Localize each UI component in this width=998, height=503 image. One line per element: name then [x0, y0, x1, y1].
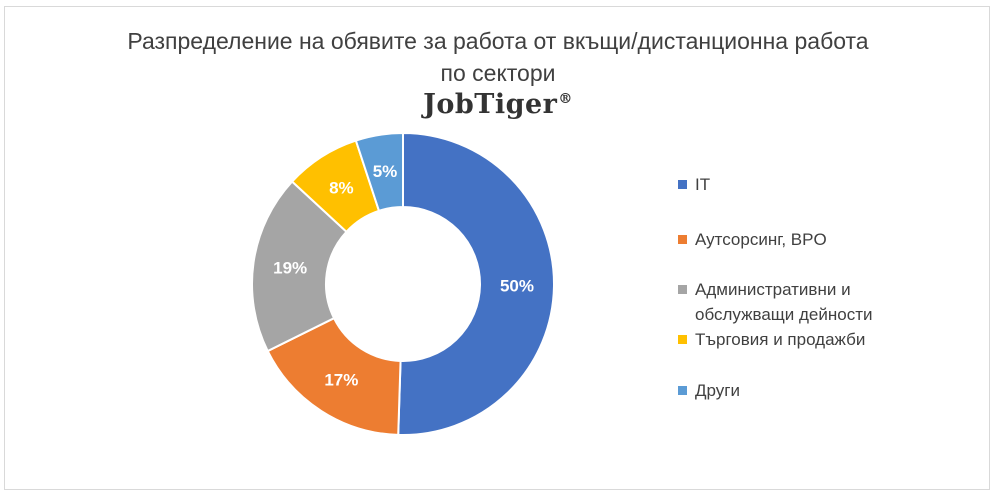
- data-label-outsourcing: 17%: [324, 370, 358, 389]
- donut-slice-it: [397, 131, 555, 436]
- legend-item-sales: Търговия и продажби: [678, 327, 935, 352]
- donut-slice-administrative: [251, 180, 348, 353]
- chart-title-line-2: по сектори: [440, 60, 556, 86]
- chart-title: Разпределение на обявите за работа от вк…: [5, 25, 991, 89]
- legend-item-outsourcing: Аутсорсинг, BPO: [678, 227, 935, 252]
- legend-label-administrative: Административни и обслужващи дейности: [695, 280, 873, 324]
- chart-area: Разпределение на обявите за работа от вк…: [4, 6, 990, 490]
- chart-title-line-1: Разпределение на обявите за работа от вк…: [127, 28, 869, 54]
- donut-data-labels: 50% 17% 19% 8% 5%: [273, 162, 534, 389]
- donut-slice-other: [354, 131, 404, 213]
- legend-swatch-other: [678, 386, 687, 395]
- legend-item-other: Други: [678, 378, 935, 403]
- legend-swatch-it: [678, 180, 687, 189]
- donut-slices: [251, 131, 555, 436]
- legend-label-sales: Търговия и продажби: [695, 330, 866, 349]
- legend-label-other: Други: [695, 381, 740, 400]
- legend-swatch-outsourcing: [678, 235, 687, 244]
- data-label-administrative: 19%: [273, 258, 307, 277]
- data-label-sales: 8%: [329, 179, 354, 198]
- legend-item-administrative: Административни и обслужващи дейности: [678, 277, 935, 327]
- data-label-it: 50%: [500, 276, 534, 295]
- jobtiger-logo-text: JobTiger: [423, 89, 558, 120]
- legend-label-outsourcing: Аутсорсинг, BPO: [695, 230, 827, 249]
- legend-item-it: IT: [678, 172, 935, 197]
- data-label-other: 5%: [373, 162, 398, 181]
- legend-swatch-administrative: [678, 285, 687, 294]
- jobtiger-logo: JobTiger®: [5, 89, 991, 120]
- legend-swatch-sales: [678, 335, 687, 344]
- legend-label-it: IT: [695, 175, 711, 194]
- registered-mark: ®: [558, 91, 573, 107]
